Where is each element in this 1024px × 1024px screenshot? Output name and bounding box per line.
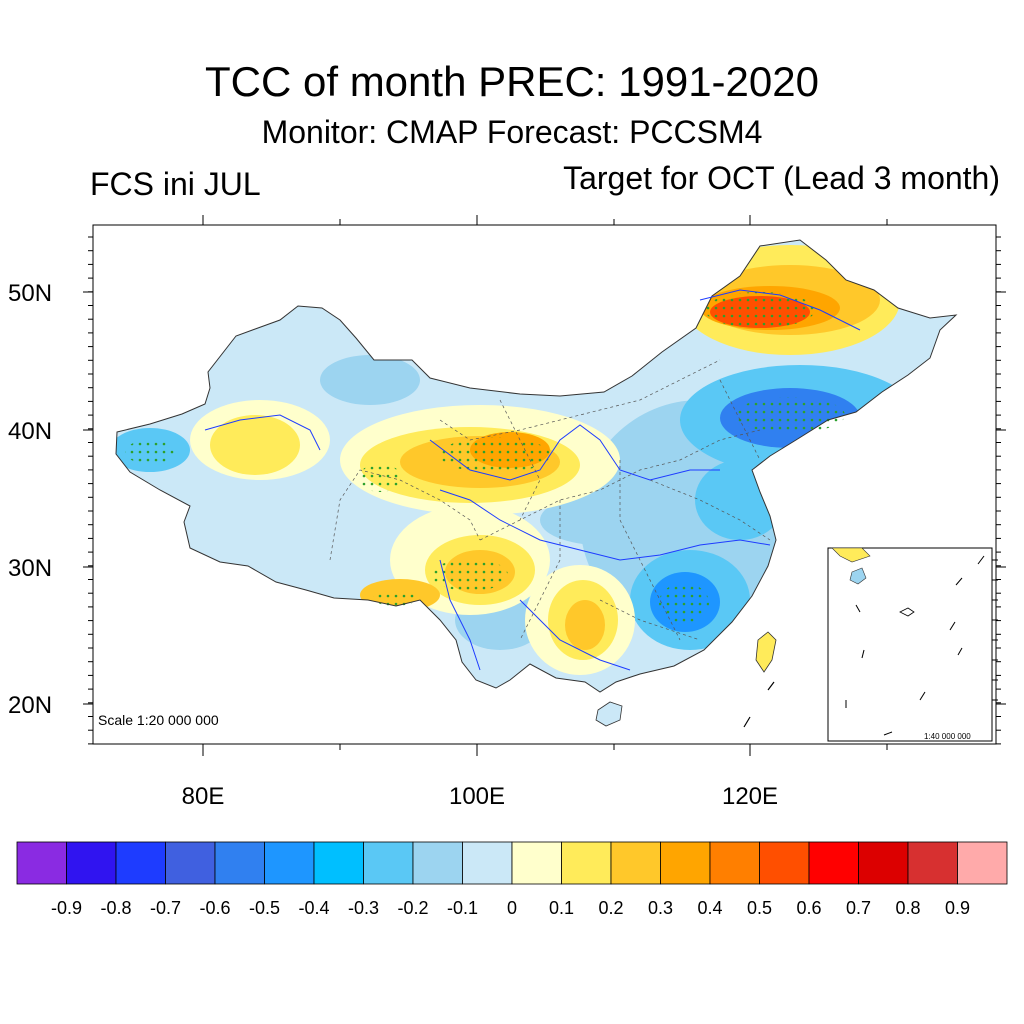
colorbar-swatch [907,841,958,885]
colorbar [16,841,1008,885]
colorbar-swatch [363,841,414,885]
colorbar-label: 0.8 [895,898,920,918]
colorbar-swatch [115,841,166,885]
significance-stipple [125,292,845,623]
colorbar-label: 0.2 [598,898,623,918]
longitude-labels: 80E 100E 120E [182,783,778,810]
colorbar-swatch [858,841,909,885]
target-label: Target for OCT (Lead 3 month) [563,160,1000,196]
colorbar-label: 0.6 [796,898,821,918]
colorbar-swatch [264,841,315,885]
colorbar-label: 0.7 [846,898,871,918]
colorbar-label: 0 [507,898,517,918]
colorbar-label: -0.2 [397,898,428,918]
colorbar-label: 0.5 [747,898,772,918]
lat-label: 20N [8,692,52,719]
colorbar-swatch [511,841,562,885]
colorbar-swatch [66,841,117,885]
colorbar-swatch [462,841,513,885]
lon-label: 80E [182,783,225,810]
colorbar-label: -0.9 [51,898,82,918]
colorbar-swatch [165,841,216,885]
colorbar-label: -0.7 [150,898,181,918]
colorbar-swatch [610,841,661,885]
colorbar-swatch [561,841,612,885]
taiwan-island [755,631,777,673]
colorbar-swatch [16,841,67,885]
province-boundaries [329,359,771,641]
colorbar-swatch [709,841,760,885]
colorbar-labels: -0.9 -0.8 -0.7 -0.6 -0.5 -0.4 -0.3 -0.2 -0.1 0 0.1… [51,898,970,918]
inset-scale-text: 1:40 000 000 [924,732,971,741]
colorbar-swatch [214,841,265,885]
south-sea-marks [743,681,775,728]
lon-label: 100E [449,783,505,810]
colorbar-label: 0.4 [697,898,722,918]
colorbar-label: -0.4 [298,898,329,918]
colorbar-swatch [759,841,810,885]
chart-subtitle: Monitor: CMAP Forecast: PCCSM4 [261,114,763,150]
colorbar-swatch [412,841,463,885]
colorbar-swatch [660,841,711,885]
colorbar-label: -0.1 [447,898,478,918]
colorbar-swatch [313,841,364,885]
map-scale-text: Scale 1:20 000 000 [98,712,219,728]
lat-label: 50N [8,280,52,307]
inset-map: 1:40 000 000 [827,547,998,742]
hainan-island [595,701,623,727]
colorbar-swatch [808,841,859,885]
latitude-labels: 50N 40N 30N 20N [8,280,52,719]
lat-label: 40N [8,418,52,445]
chart-title: TCC of month PREC: 1991-2020 [205,58,819,105]
map-axes [83,215,1006,756]
colorbar-label: -0.6 [199,898,230,918]
lon-label: 120E [722,783,778,810]
colorbar-label: 0.3 [648,898,673,918]
colorbar-label: -0.8 [100,898,131,918]
colorbar-label: -0.3 [348,898,379,918]
init-label: FCS ini JUL [90,166,261,202]
lat-label: 30N [8,555,52,582]
colorbar-label: 0.9 [945,898,970,918]
colorbar-swatch [957,841,1008,885]
colorbar-label: -0.5 [249,898,280,918]
colorbar-label: 0.1 [549,898,574,918]
rivers [204,289,861,671]
